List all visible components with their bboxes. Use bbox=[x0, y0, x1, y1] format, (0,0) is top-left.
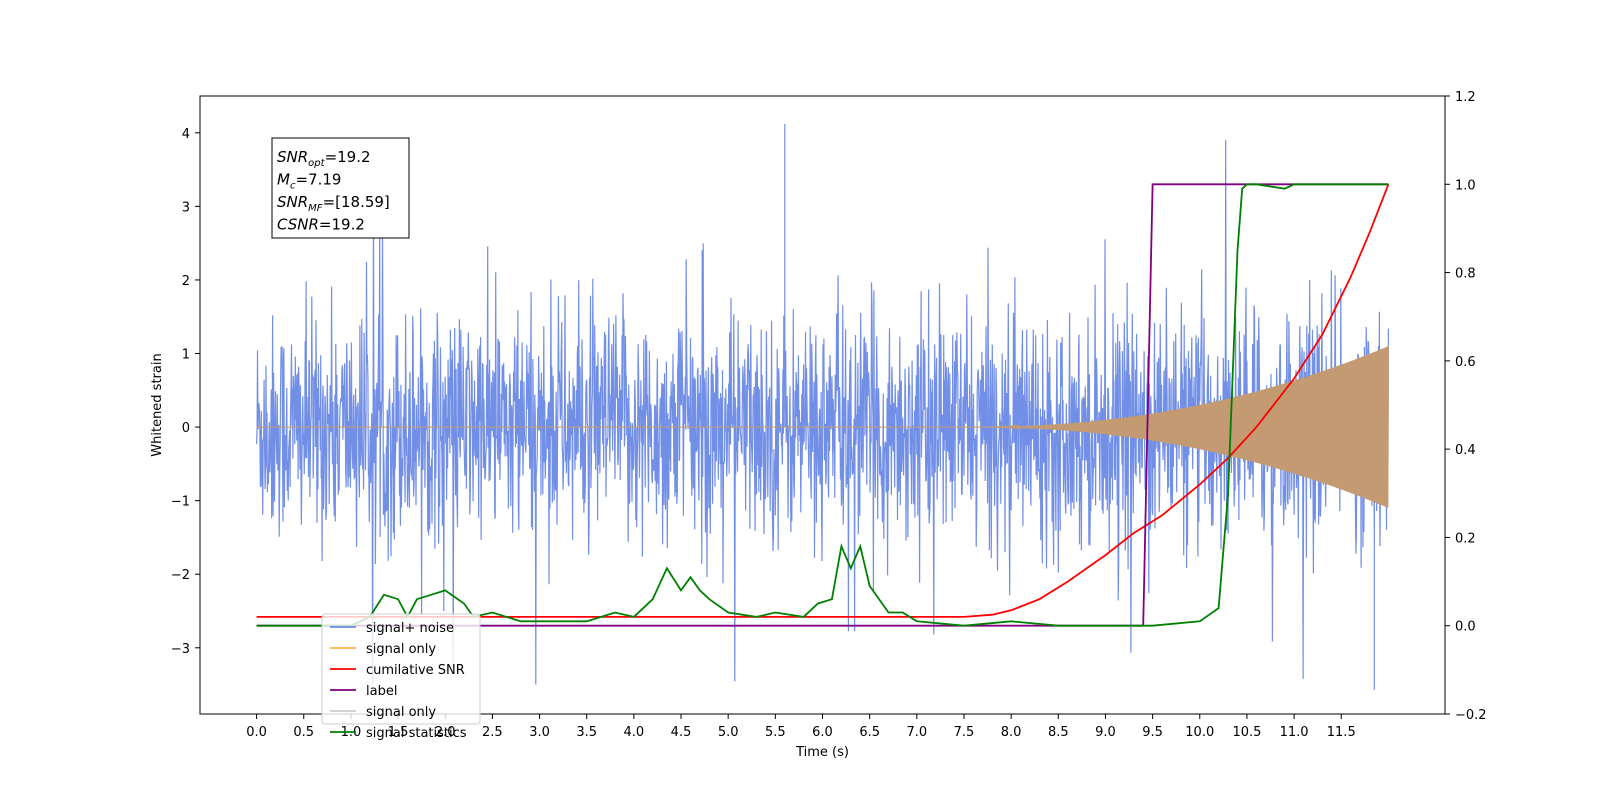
y-left-tick-label: 2 bbox=[182, 274, 190, 289]
y-right-tick-label: 1.2 bbox=[1455, 90, 1476, 105]
x-tick-label: 7.5 bbox=[954, 725, 975, 740]
x-tick-label: 1.5 bbox=[388, 725, 409, 740]
y-left-tick-label: 3 bbox=[182, 200, 190, 215]
x-tick-label: 9.0 bbox=[1095, 725, 1116, 740]
x-axis-label: Time (s) bbox=[795, 745, 849, 760]
legend-label: signal only bbox=[366, 642, 436, 657]
y-right-tick-label: 0.4 bbox=[1455, 443, 1476, 458]
x-tick-label: 6.0 bbox=[812, 725, 833, 740]
x-tick-label: 10.5 bbox=[1232, 725, 1261, 740]
series-label bbox=[256, 183, 1389, 627]
legend-box bbox=[321, 613, 481, 725]
y-left-tick-label: −1 bbox=[171, 495, 190, 510]
y-right-tick-label: −0.2 bbox=[1455, 708, 1487, 723]
x-tick-label: 5.0 bbox=[718, 725, 739, 740]
y-right-tick-label: 0.8 bbox=[1455, 267, 1476, 282]
y-left-tick-label: −3 bbox=[171, 642, 190, 657]
x-tick-label: 6.5 bbox=[859, 725, 880, 740]
series-layer bbox=[256, 124, 1390, 690]
y-right-tick-label: 1.0 bbox=[1455, 178, 1476, 193]
y-right-tick-label: 0.0 bbox=[1455, 620, 1476, 635]
x-tick-label: 9.5 bbox=[1142, 725, 1163, 740]
legend-label: signal+ noise bbox=[366, 621, 454, 636]
annotation-line: SNRMF=[18.59] bbox=[277, 193, 390, 214]
annotation-line: SNRopt=19.2 bbox=[277, 148, 371, 169]
x-tick-label: 10.0 bbox=[1185, 725, 1214, 740]
axes-layer: 0.0 0.5 1.0 1.5 2.0 2.5 3.0 3.5 4.0 4.5 5.0 5.5 6.0 6… bbox=[150, 90, 1487, 760]
x-tick-label: 8.0 bbox=[1001, 725, 1022, 740]
x-tick-label: 11.0 bbox=[1280, 725, 1309, 740]
series-signal-statistics bbox=[256, 183, 1389, 627]
x-tick-label: 4.0 bbox=[624, 725, 645, 740]
legend: signal+ noise signal only cumilative SNR la… bbox=[321, 613, 481, 741]
legend-label: signal only bbox=[366, 705, 436, 720]
series-signal-only bbox=[256, 346, 1389, 508]
x-tick-label: 5.5 bbox=[765, 725, 786, 740]
x-tick-label: 0.0 bbox=[246, 725, 267, 740]
annotation-line: CSNR=19.2 bbox=[277, 216, 365, 234]
x-tick-label: 4.5 bbox=[671, 725, 692, 740]
x-tick-label: 3.0 bbox=[529, 725, 550, 740]
y-axis-label: Whitened strain bbox=[150, 353, 165, 456]
y-left-tick-label: 0 bbox=[182, 421, 190, 436]
x-tick-label: 8.5 bbox=[1048, 725, 1069, 740]
y-right-tick-label: 0.2 bbox=[1455, 531, 1476, 546]
y-left-tick-label: 4 bbox=[182, 127, 190, 142]
x-tick-label: 3.5 bbox=[576, 725, 597, 740]
x-tick-label: 2.5 bbox=[482, 725, 503, 740]
legend-label: signal statistics bbox=[366, 726, 467, 741]
x-tick-label: 7.0 bbox=[906, 725, 927, 740]
y-left-tick-label: 1 bbox=[182, 348, 190, 363]
annotation-box bbox=[271, 137, 410, 239]
y-right-tick-label: 0.6 bbox=[1455, 355, 1476, 370]
series-cumilative-snr bbox=[256, 183, 1390, 618]
legend-label: cumilative SNR bbox=[366, 663, 465, 678]
y-left-tick-label: −2 bbox=[171, 568, 190, 583]
annotation-line: Mc=7.19 bbox=[277, 171, 341, 192]
x-tick-label: 2.0 bbox=[435, 725, 456, 740]
x-tick-label: 0.5 bbox=[293, 725, 314, 740]
legend-label: label bbox=[366, 684, 397, 699]
x-tick-label: 11.5 bbox=[1327, 725, 1356, 740]
